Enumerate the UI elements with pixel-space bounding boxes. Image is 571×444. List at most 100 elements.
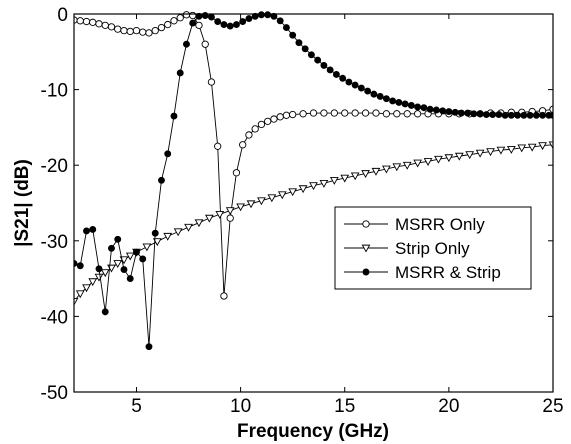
data-point <box>451 108 459 116</box>
data-point <box>320 61 328 69</box>
data-point <box>101 21 109 29</box>
data-point <box>236 203 245 212</box>
data-point <box>82 17 91 26</box>
data-point <box>100 269 110 278</box>
legend-label: Strip Only <box>395 239 470 258</box>
data-point <box>288 188 298 197</box>
data-point <box>549 111 553 119</box>
data-point <box>465 151 475 160</box>
data-point <box>257 197 266 206</box>
data-point <box>282 111 291 119</box>
data-point <box>245 15 253 22</box>
data-point <box>176 14 184 22</box>
data-point <box>88 278 98 287</box>
data-point <box>215 211 225 219</box>
data-point <box>201 40 209 48</box>
data-point <box>114 25 122 33</box>
data-point <box>251 125 259 133</box>
data-point <box>464 109 472 117</box>
y-tick-label: -50 <box>41 383 68 404</box>
ticks-layer: 5 10 15 20 25 0 -10 -20 -30 -40 -50 <box>41 5 564 417</box>
data-point <box>83 227 90 235</box>
legend-marker <box>361 244 371 253</box>
data-point <box>495 111 503 118</box>
data-point <box>270 12 278 20</box>
data-point <box>225 207 235 216</box>
data-point <box>151 26 159 35</box>
y-tick-label: -40 <box>41 307 68 328</box>
legend-label: MSRR & Strip <box>395 263 501 282</box>
data-point <box>246 200 256 209</box>
data-point <box>95 265 103 273</box>
data-point <box>76 17 84 25</box>
data-point <box>507 111 515 119</box>
data-point <box>232 21 240 29</box>
data-point <box>126 275 134 283</box>
data-point <box>527 143 537 152</box>
data-point <box>376 92 384 100</box>
data-point <box>548 141 553 150</box>
data-point <box>189 19 197 27</box>
series-line-3 <box>74 14 553 347</box>
data-point <box>120 26 128 35</box>
data-point <box>226 214 234 222</box>
data-point <box>444 154 454 163</box>
data-point <box>276 113 284 121</box>
data-point <box>538 142 547 151</box>
data-point <box>475 149 485 158</box>
data-point <box>434 155 443 164</box>
data-point <box>75 290 85 299</box>
data-point <box>340 174 350 183</box>
data-point <box>94 273 104 282</box>
legend-label: MSRR Only <box>395 215 485 234</box>
data-point <box>307 51 315 59</box>
data-point <box>506 145 516 154</box>
data-point <box>95 20 103 28</box>
data-point <box>389 97 397 105</box>
data-point <box>470 110 478 118</box>
data-point <box>133 248 140 256</box>
legend: MSRR Only Strip Only MSRR & Strip <box>334 206 532 290</box>
data-point <box>301 45 309 53</box>
data-point <box>295 39 303 47</box>
data-point <box>173 228 183 237</box>
data-point <box>157 23 166 32</box>
data-point <box>264 11 272 19</box>
y-tick-label: 0 <box>57 5 68 26</box>
y-axis-label: |S21| (dB) <box>12 159 33 247</box>
data-point <box>151 229 159 237</box>
data-point <box>82 284 91 293</box>
data-point <box>277 191 287 200</box>
data-point <box>282 24 290 32</box>
data-point <box>182 11 191 19</box>
data-point <box>432 106 440 114</box>
data-point <box>382 95 390 103</box>
data-point <box>114 235 122 243</box>
data-point <box>126 27 134 36</box>
data-point <box>74 297 79 306</box>
data-point <box>319 180 329 188</box>
series-2 <box>74 141 553 306</box>
data-point <box>270 115 278 123</box>
data-point <box>132 26 141 35</box>
data-point <box>330 109 338 117</box>
x-tick-label: 20 <box>438 396 459 417</box>
data-point <box>351 81 359 89</box>
data-point <box>370 90 378 98</box>
y-tick-label: -20 <box>41 156 68 177</box>
data-point <box>239 141 247 149</box>
data-point <box>89 18 97 26</box>
data-point <box>299 110 307 118</box>
data-point <box>350 172 360 181</box>
data-point <box>392 163 402 172</box>
data-point <box>251 12 259 20</box>
data-point <box>76 262 84 270</box>
data-point <box>289 31 297 39</box>
data-point <box>501 111 509 119</box>
data-point <box>520 111 528 119</box>
data-point <box>164 20 172 29</box>
data-point <box>158 176 165 184</box>
data-point <box>257 120 266 129</box>
x-tick-label: 25 <box>542 396 563 417</box>
